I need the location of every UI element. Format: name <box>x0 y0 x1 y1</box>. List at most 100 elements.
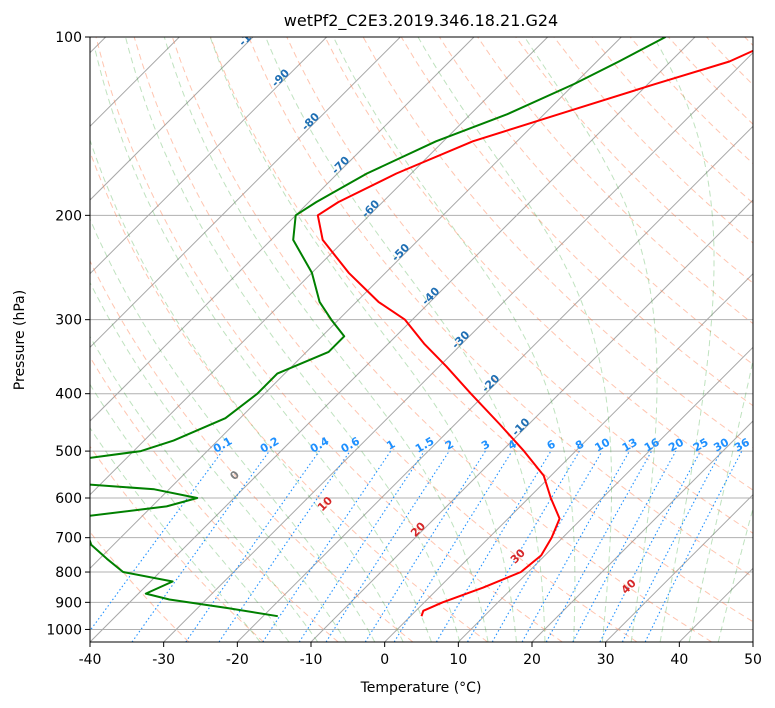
x-tick-label: 50 <box>744 652 762 668</box>
mixing-ratio-line <box>325 450 450 642</box>
dry-adiabat-label: 30 <box>508 546 528 566</box>
moist-adiabat-line <box>90 427 261 642</box>
mixing-ratio-line <box>435 450 552 642</box>
dry-adiabat-line <box>90 259 414 642</box>
y-tick-label: 200 <box>55 208 82 224</box>
isotherm-label: -50 <box>389 241 412 264</box>
mixing-ratio-line <box>185 450 320 642</box>
mixing-ratio-label: 20 <box>666 435 686 454</box>
isotherm-line <box>752 641 753 642</box>
mixing-ratio-label: 0.4 <box>308 434 332 455</box>
mixing-ratio-label: 6 <box>545 437 558 452</box>
y-tick-label: 500 <box>55 444 82 460</box>
x-tick-label: -10 <box>300 652 323 668</box>
isotherm-label: -10 <box>509 415 532 438</box>
dry-adiabat-line <box>210 37 753 623</box>
mixing-ratio-line <box>644 450 743 642</box>
isotherm-line <box>678 567 753 642</box>
moist-adiabat-line <box>90 138 404 642</box>
mixing-ratio-label: 0.6 <box>339 434 363 455</box>
dry-adiabat-line <box>95 37 563 642</box>
x-tick-label: -20 <box>226 652 249 668</box>
isotherm-line <box>90 37 328 275</box>
mixing-ratio-line <box>218 450 351 642</box>
y-tick-label: 700 <box>55 531 82 547</box>
dry-adiabat-line <box>286 37 753 534</box>
moist-adiabat-line <box>717 506 753 642</box>
y-axis: 100 200 300 400 500 600 700 800 900 1000 <box>46 30 90 638</box>
dewpoint-series-line <box>90 37 666 618</box>
moist-adiabat-line <box>90 281 347 642</box>
moist-adiabat-line <box>417 37 612 642</box>
dry-adiabat-label: 40 <box>619 576 639 596</box>
isotherm-label: -90 <box>269 66 292 89</box>
mixing-ratio-line <box>572 450 677 642</box>
moist-adiabat-line <box>90 383 290 642</box>
x-tick-label: 20 <box>523 652 541 668</box>
dry-adiabat-line <box>90 356 339 642</box>
mixing-ratio-label: 0.1 <box>211 435 234 456</box>
x-axis-label: Temperature (°C) <box>360 680 482 696</box>
moist-adiabat-line <box>209 37 517 642</box>
isotherm-label: -20 <box>479 372 502 395</box>
isotherm-line <box>90 37 254 201</box>
mixing-ratio-line <box>90 450 223 632</box>
dry-adiabat-line <box>90 531 190 642</box>
isotherm-label: -80 <box>299 110 322 133</box>
temperature-series-line <box>316 49 753 617</box>
isotherm-line <box>236 125 753 642</box>
mixing-ratio-label: 1 <box>384 438 397 453</box>
dry-adiabat-label: 0 <box>227 468 242 483</box>
moist-adiabat-line <box>524 37 658 642</box>
moist-adiabat-line <box>332 37 576 642</box>
mixing-ratio-label: 1.5 <box>413 435 436 456</box>
mixing-ratio-label: 2 <box>443 438 456 453</box>
moist-adiabat-line <box>90 217 376 642</box>
dry-adiabat-line <box>515 37 753 284</box>
mixing-ratio-line <box>393 450 513 642</box>
x-tick-label: 10 <box>449 652 467 668</box>
mixing-ratio-line <box>364 450 486 642</box>
mixing-ratio-line <box>131 450 270 642</box>
x-tick-label: -40 <box>79 652 102 668</box>
dry-adiabat-line <box>248 37 753 578</box>
x-tick-label: 0 <box>380 652 389 668</box>
x-axis: -40 -30 -20 -10 0 10 20 30 40 50 <box>79 642 762 668</box>
isotherm-label: -60 <box>359 197 382 220</box>
isotherm-label: -100 <box>236 20 265 49</box>
isotherm-label: -40 <box>419 284 442 307</box>
mixing-ratio-line <box>298 450 425 642</box>
moist-adiabat-line <box>94 49 432 642</box>
x-tick-label: 30 <box>597 652 615 668</box>
isotherm-line <box>90 37 401 349</box>
moist-adiabat-line <box>163 37 489 642</box>
y-tick-label: 900 <box>55 595 82 611</box>
dry-adiabat-line <box>133 37 638 642</box>
y-axis-label: Pressure (hPa) <box>12 290 28 390</box>
isotherm-line <box>90 37 475 422</box>
moist-adiabat-line <box>653 37 715 642</box>
isotherm-line <box>310 199 753 642</box>
y-tick-label: 400 <box>55 387 82 403</box>
isotherm-line <box>163 51 753 642</box>
mixing-ratio-line <box>262 450 392 642</box>
isotherm-line <box>90 37 622 570</box>
dry-adiabat-line <box>90 150 488 642</box>
moist-adiabat-line <box>265 37 546 642</box>
moist-adiabat-line <box>90 335 319 642</box>
y-tick-label: 300 <box>55 313 82 329</box>
y-tick-label: 600 <box>55 491 82 507</box>
dry-adiabat-line <box>591 37 753 204</box>
mixing-ratio-label: 13 <box>620 436 640 455</box>
dry-adiabat-line <box>706 37 753 86</box>
mixing-ratio-label: 3 <box>479 438 492 453</box>
mixing-ratio-line <box>545 450 653 642</box>
isotherm-line <box>457 346 753 642</box>
mixing-ratio-label: 0.2 <box>258 435 281 456</box>
x-tick-label: 40 <box>670 652 688 668</box>
mixing-ratio-label: 16 <box>642 435 662 454</box>
mixing-ratio-label: 10 <box>593 435 613 454</box>
y-tick-label: 1000 <box>46 622 82 638</box>
y-tick-label: 800 <box>55 565 82 581</box>
